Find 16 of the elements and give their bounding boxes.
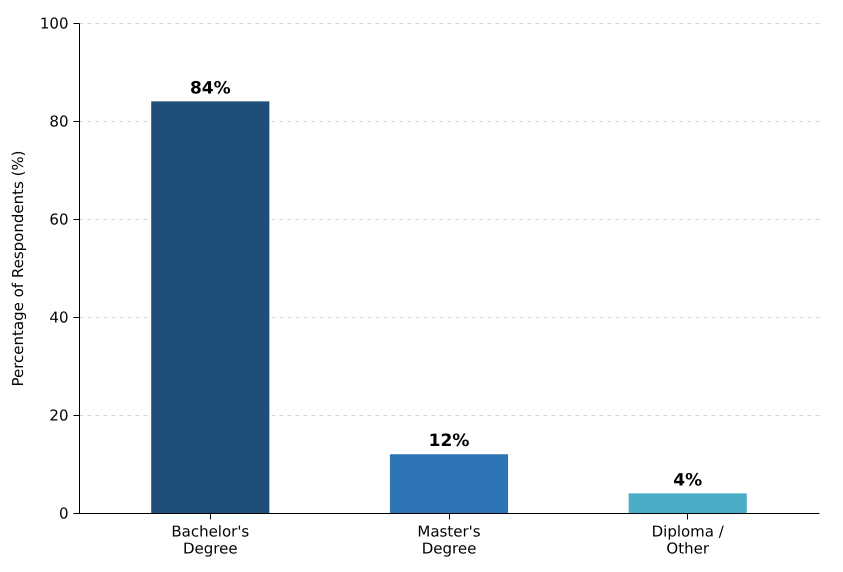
bar <box>151 101 270 513</box>
y-axis-title: Percentage of Respondents (%) <box>8 150 27 387</box>
y-tick-label: 80 <box>49 112 68 130</box>
y-tick-label: 40 <box>49 308 68 326</box>
data-label: 12% <box>428 431 470 452</box>
data-label: 84% <box>190 78 231 98</box>
data-label: 4% <box>673 470 702 490</box>
bar <box>390 454 508 513</box>
bar <box>628 493 747 513</box>
x-tick-label: Master's Degree <box>417 522 481 558</box>
x-tick-label: Bachelor's Degree <box>171 522 250 558</box>
y-tick-label: 100 <box>40 14 68 32</box>
x-tick-label: Diploma / Other <box>652 522 725 558</box>
y-tick-label: 60 <box>49 210 68 228</box>
y-tick-label: 0 <box>58 504 68 522</box>
y-tick-label: 20 <box>49 406 68 424</box>
